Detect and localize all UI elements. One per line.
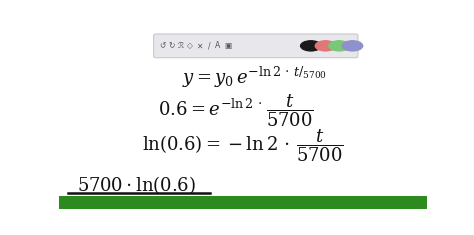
Text: ↻: ↻ <box>168 41 174 50</box>
Circle shape <box>342 41 363 51</box>
Text: $y = y_0\, e^{-\ln 2\,\cdot\, t/_{5700}}$: $y = y_0\, e^{-\ln 2\,\cdot\, t/_{5700}}… <box>182 64 326 90</box>
Text: ▣: ▣ <box>224 41 231 50</box>
Text: /: / <box>208 41 210 50</box>
Text: ↺: ↺ <box>159 41 165 50</box>
Circle shape <box>301 41 321 51</box>
Text: $0.6 = e^{-\ln 2\,\cdot\,} \dfrac{t}{5700}$: $0.6 = e^{-\ln 2\,\cdot\,} \dfrac{t}{570… <box>158 92 313 129</box>
Text: $\ln(0.6) = -\ln 2\,\cdot\, \dfrac{t}{5700}$: $\ln(0.6) = -\ln 2\,\cdot\, \dfrac{t}{57… <box>142 128 344 164</box>
FancyBboxPatch shape <box>154 34 358 58</box>
Bar <box>59 196 427 209</box>
Text: $5700 \cdot \ln(0.6)$: $5700 \cdot \ln(0.6)$ <box>77 174 196 196</box>
Text: ℛ: ℛ <box>177 41 183 50</box>
Text: ✕: ✕ <box>196 41 202 50</box>
Circle shape <box>315 41 336 51</box>
Text: A: A <box>215 41 220 50</box>
Circle shape <box>329 41 349 51</box>
Text: ◇: ◇ <box>187 41 192 50</box>
